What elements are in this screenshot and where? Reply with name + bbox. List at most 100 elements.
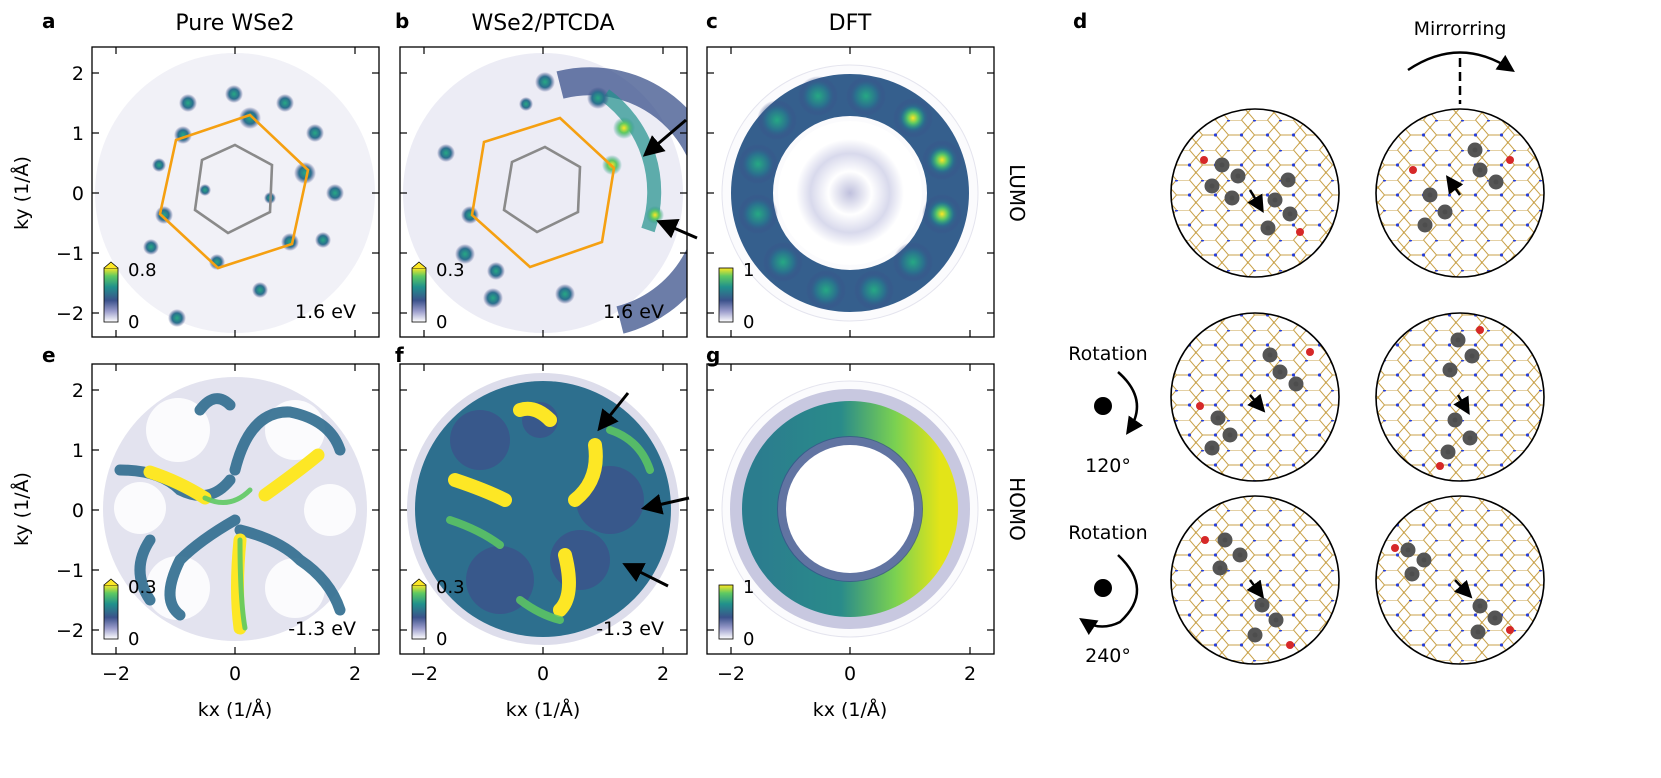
rotation-label-1: Rotation xyxy=(1068,343,1147,365)
row-label-homo: HOMO xyxy=(1005,477,1029,541)
svg-text:0: 0 xyxy=(72,183,84,205)
arrow-b-2 xyxy=(656,219,698,240)
xticks-top-b xyxy=(423,47,664,337)
panel-f: 0.3 0 -1.3 eV xyxy=(399,363,690,655)
molecule-tile-2-2 xyxy=(1375,312,1545,482)
arrow-f-3 xyxy=(622,563,669,588)
svg-text:−1: −1 xyxy=(56,560,84,582)
molecule-tile-2-1 xyxy=(1170,312,1340,482)
svg-text:1: 1 xyxy=(72,440,84,462)
svg-text:2: 2 xyxy=(657,663,669,685)
svg-text:0: 0 xyxy=(72,500,84,522)
svg-text:2: 2 xyxy=(72,63,84,85)
panel-letter-g: g xyxy=(706,343,720,367)
inner-hexagon-b xyxy=(502,145,582,234)
rotation-axis-dot-2 xyxy=(1094,579,1112,597)
energy-b: 1.6 eV xyxy=(603,301,664,323)
yticks-row-bottom xyxy=(92,389,994,631)
xlabel-a: kx (1/Å) xyxy=(198,698,273,721)
svg-text:2: 2 xyxy=(964,663,976,685)
ytick-labels-bottom: 2 1 0 −1 −2 xyxy=(56,380,84,642)
svg-text:0: 0 xyxy=(537,663,549,685)
colorbar-e-min: 0 xyxy=(128,629,139,650)
colorbar-f-min: 0 xyxy=(436,629,447,650)
panel-letter-f: f xyxy=(395,343,404,367)
mirror-label: Mirrorring xyxy=(1414,18,1507,40)
panel-e: 0.3 0 -1.3 eV xyxy=(91,363,380,655)
molecule-tile-3-1 xyxy=(1170,495,1340,665)
xticks-top-c xyxy=(730,47,971,337)
ytick-labels-top: 2 1 0 −1 −2 xyxy=(56,63,84,325)
xticks-bottom-e xyxy=(115,364,356,654)
energy-a: 1.6 eV xyxy=(295,301,356,323)
svg-text:−2: −2 xyxy=(717,663,745,685)
panel-c: 1 0 xyxy=(706,46,995,338)
ylabel-top: ky (1/Å) xyxy=(10,156,33,230)
svg-text:2: 2 xyxy=(349,663,361,685)
colorbar-e xyxy=(103,584,119,640)
panel-letter-a: a xyxy=(42,9,56,33)
panel-a: 0.8 0 1.6 eV xyxy=(91,46,380,338)
panel-letter-d: d xyxy=(1073,9,1087,33)
colorbar-a-max: 0.8 xyxy=(128,260,157,281)
colorbar-f-max: 0.3 xyxy=(436,577,465,598)
axes-ticks xyxy=(92,47,994,654)
yticks-row-top xyxy=(92,72,994,314)
ylabel-bottom: ky (1/Å) xyxy=(10,472,33,546)
xticks-bottom-g xyxy=(730,364,971,654)
colorbar-g-min: 0 xyxy=(743,629,754,650)
xlabel-b: kx (1/Å) xyxy=(506,698,581,721)
svg-text:0: 0 xyxy=(844,663,856,685)
panel-b: 0.3 0 1.6 eV xyxy=(399,46,698,338)
svg-text:−2: −2 xyxy=(410,663,438,685)
inner-hexagon-a xyxy=(193,143,274,235)
svg-text:−2: −2 xyxy=(56,303,84,325)
panel-letter-b: b xyxy=(395,9,409,33)
xtick-labels: −2 0 2 −2 0 2 −2 0 2 xyxy=(102,663,976,685)
panel-letter-c: c xyxy=(706,9,718,33)
colorbar-c-min: 0 xyxy=(743,312,754,333)
colorbar-c-max: 1 xyxy=(743,260,754,281)
title-pure-wse2: Pure WSe2 xyxy=(175,11,294,36)
arrow-f-2 xyxy=(640,494,690,515)
colorbar-e-max: 0.3 xyxy=(128,577,157,598)
xticks-top-a xyxy=(115,47,356,337)
svg-text:1: 1 xyxy=(72,123,84,145)
outer-hexagon-a xyxy=(158,113,310,270)
rotation-angle-2: 240° xyxy=(1085,645,1131,667)
colorbar-b-max: 0.3 xyxy=(436,260,465,281)
spots-a xyxy=(143,85,344,327)
rotation-arrow-1 xyxy=(1117,371,1144,435)
colorbar-b-min: 0 xyxy=(436,312,447,333)
panel-d: Mirrorring Rotation 120° xyxy=(1068,18,1545,667)
svg-text:−1: −1 xyxy=(56,243,84,265)
panel-g: 1 0 xyxy=(706,363,995,655)
svg-text:0: 0 xyxy=(229,663,241,685)
rotation-arrow-2 xyxy=(1079,554,1139,636)
rotation-label-2: Rotation xyxy=(1068,522,1147,544)
svg-text:2: 2 xyxy=(72,380,84,402)
colorbar-g-max: 1 xyxy=(743,577,754,598)
title-dft: DFT xyxy=(829,11,872,36)
ring-g xyxy=(742,401,958,617)
molecule-tile-1-1 xyxy=(1170,108,1340,278)
row-label-lumo: LUMO xyxy=(1005,164,1029,222)
svg-text:−2: −2 xyxy=(56,620,84,642)
energy-f: -1.3 eV xyxy=(596,618,664,640)
rotation-axis-dot-1 xyxy=(1094,397,1112,415)
outer-hexagon-b xyxy=(470,116,616,269)
rotation-angle-1: 120° xyxy=(1085,455,1131,477)
molecule-tile-1-2 xyxy=(1375,108,1545,278)
colorbar-g xyxy=(718,584,734,640)
arrow-f-1 xyxy=(597,392,630,432)
svg-text:−2: −2 xyxy=(102,663,130,685)
arrow-b-1 xyxy=(642,118,687,157)
energy-e: -1.3 eV xyxy=(288,618,356,640)
panel-letter-e: e xyxy=(42,343,56,367)
colorbar-f xyxy=(411,584,427,640)
molecule-tile-3-2 xyxy=(1375,495,1545,665)
xlabel-c: kx (1/Å) xyxy=(813,698,888,721)
title-wse2-ptcda: WSe2/PTCDA xyxy=(471,11,614,36)
colorbar-a-min: 0 xyxy=(128,312,139,333)
